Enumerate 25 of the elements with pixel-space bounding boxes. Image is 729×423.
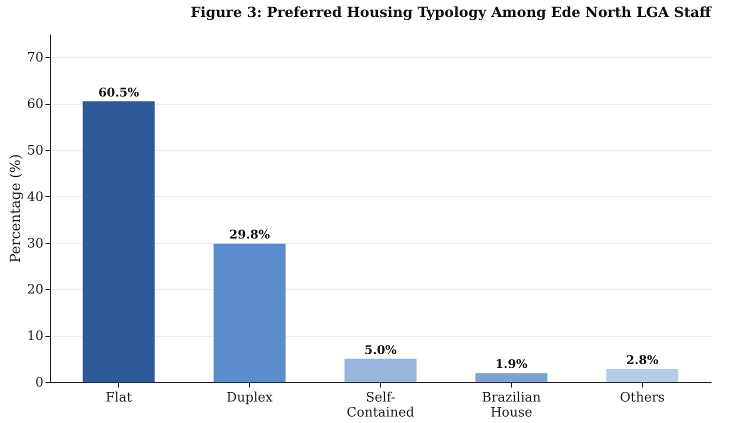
data-label: 1.9% xyxy=(495,357,528,372)
y-tick-label: 20 xyxy=(26,282,44,298)
y-tick-label: 40 xyxy=(26,190,44,205)
bar xyxy=(214,244,286,382)
y-tick-label: 60 xyxy=(26,97,44,112)
y-tick-label: 50 xyxy=(26,144,44,158)
bar xyxy=(475,373,548,382)
chart-title: Figure 3: Preferred Housing Typology Among Ede North LGA Staff xyxy=(190,5,712,21)
bar xyxy=(344,358,416,382)
y-tick-label: 10 xyxy=(26,329,44,344)
data-label: 29.8% xyxy=(229,228,271,242)
y-tick-label: 0 xyxy=(35,376,44,390)
data-label: 2.8% xyxy=(626,353,660,368)
bar xyxy=(82,101,155,382)
data-label: 60.5% xyxy=(98,85,140,100)
x-tick-label: Brazilian House xyxy=(482,390,542,420)
x-tick-label: Self-Contained xyxy=(346,390,414,420)
y-axis-title: Percentage (%) xyxy=(8,154,24,263)
x-tick-label: Flat xyxy=(106,390,133,406)
bar xyxy=(606,369,678,382)
x-tick-label: Others xyxy=(620,390,665,406)
y-tick-label: 30 xyxy=(26,236,44,252)
x-tick-label: Duplex xyxy=(226,390,274,406)
y-tick-label: 70 xyxy=(26,50,44,66)
data-label: 5.0% xyxy=(364,342,398,357)
